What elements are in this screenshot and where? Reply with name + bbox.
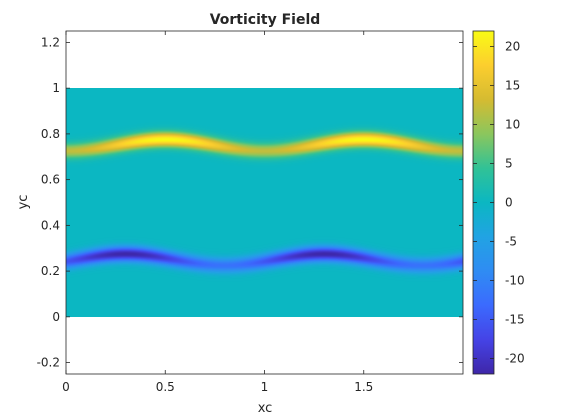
y-tick-label: -0.2: [37, 356, 60, 370]
x-tick-label: 1.5: [354, 380, 373, 394]
y-tick-label: 1.2: [41, 35, 60, 49]
vorticity-heatmap: [66, 88, 463, 317]
colorbar-gradient: [473, 31, 494, 374]
chart-title: Vorticity Field: [210, 12, 321, 28]
colorbar-tick-label: 15: [505, 79, 520, 93]
colorbar-tick-label: 0: [505, 196, 513, 210]
colorbar-tick-label: -20: [505, 351, 525, 365]
x-tick-label: 0.5: [156, 380, 175, 394]
x-tick-label: 1: [261, 380, 269, 394]
plot-area: 0 0.5 1 1.5 -0.200.20.40.60.811.2: [37, 30, 464, 394]
y-tick-label: 0.4: [41, 218, 60, 232]
x-tick-label: 0: [62, 380, 70, 394]
y-tick-label: 0.8: [41, 127, 60, 141]
y-tick-label: 0.2: [41, 264, 60, 278]
colorbar: 20 15 10 5 0 -5 -10 -15 -20: [472, 30, 525, 375]
y-tick-label: 1: [52, 81, 60, 95]
colorbar-tick-label: 5: [505, 157, 513, 171]
y-axis-ticks: -0.2 0 0.2 0.4 0.6 0.8 1 1.2: [37, 35, 463, 370]
colorbar-tick-label: -5: [505, 234, 517, 248]
y-axis-label: yc: [16, 195, 31, 210]
y-tick-label: 0: [52, 310, 60, 324]
x-axis-label: xc: [258, 401, 273, 416]
colorbar-tick-label: 10: [505, 118, 520, 132]
colorbar-tick-label: -15: [505, 312, 525, 326]
x-axis-ticks: 0 0.5 1 1.5: [62, 31, 373, 394]
colorbar-tick-label: 20: [505, 40, 520, 54]
colorbar-ticks: 20 15 10 5 0 -5 -10 -15 -20: [473, 40, 525, 365]
colorbar-tick-label: -10: [505, 273, 525, 287]
y-tick-label: 0.6: [41, 173, 60, 187]
